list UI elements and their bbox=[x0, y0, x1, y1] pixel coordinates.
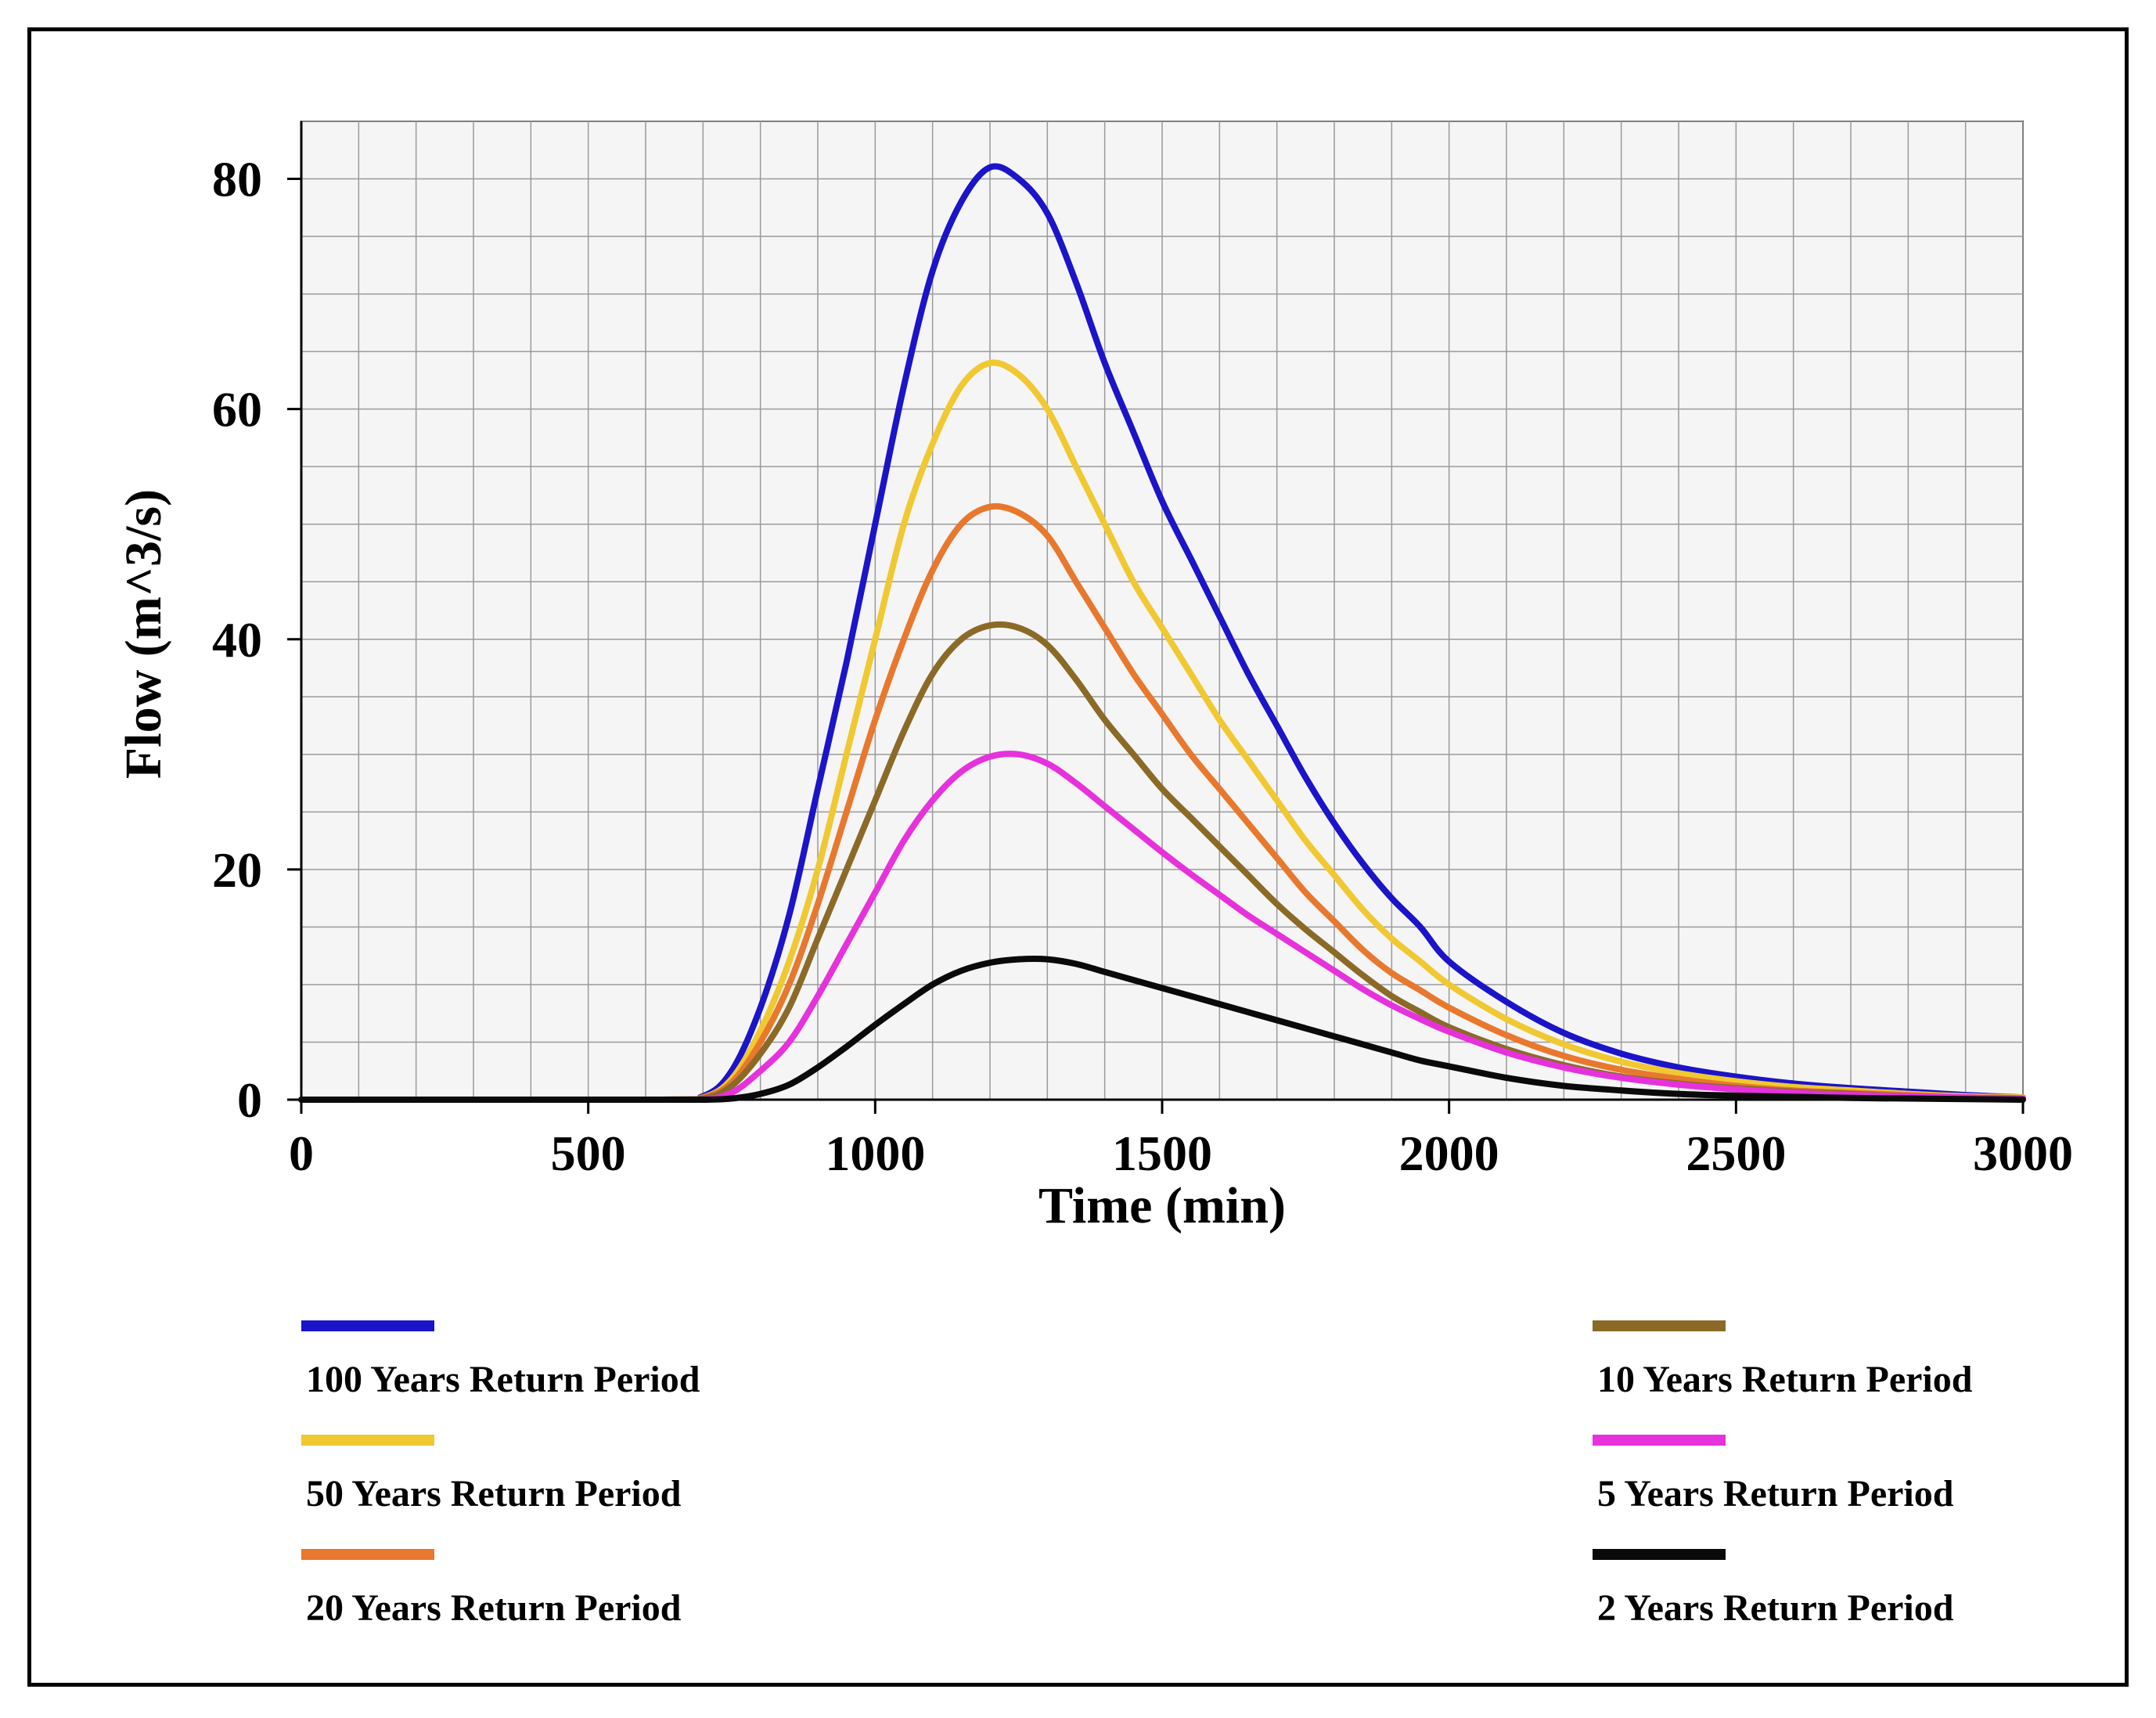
legend-label-5-years: 5 Years Return Period bbox=[1597, 1473, 1954, 1515]
flow-hydrograph-chart: 0 500 1000 1500 2000 2500 3000 0 20 40 60 80 Time … bbox=[115, 121, 2073, 1234]
series-line-0 bbox=[298, 163, 2026, 1104]
y-tick-label: 80 bbox=[212, 152, 262, 207]
legend-label-100-years: 100 Years Return Period bbox=[306, 1359, 700, 1400]
y-tick-label: 60 bbox=[212, 382, 262, 438]
x-tick-label: 1500 bbox=[1112, 1126, 1212, 1181]
series-line-1 bbox=[298, 359, 2026, 1104]
legend-item-20-years: 20 Years Return Period bbox=[301, 1549, 849, 1643]
x-axis-title: Time (min) bbox=[1038, 1177, 1286, 1234]
series-line-4 bbox=[298, 751, 2026, 1104]
x-tick-label: 0 bbox=[289, 1126, 314, 1181]
legend-item-2-years: 2 Years Return Period bbox=[1593, 1549, 2140, 1643]
legend-label-20-years: 20 Years Return Period bbox=[306, 1587, 682, 1629]
y-axis-ticks: 0 20 40 60 80 bbox=[212, 152, 301, 1128]
series-lines bbox=[298, 163, 2026, 1104]
legend-label-10-years: 10 Years Return Period bbox=[1597, 1359, 1973, 1400]
x-tick-label: 1000 bbox=[825, 1126, 925, 1181]
y-tick-label: 0 bbox=[237, 1072, 262, 1128]
legend-label-2-years: 2 Years Return Period bbox=[1597, 1587, 1954, 1629]
y-tick-label: 20 bbox=[212, 842, 262, 898]
series-line-2 bbox=[298, 502, 2026, 1104]
legend-swatch-100-years bbox=[301, 1320, 434, 1331]
legend-swatch-50-years bbox=[301, 1435, 434, 1446]
x-tick-label: 2500 bbox=[1686, 1126, 1786, 1181]
figure-frame: 0 500 1000 1500 2000 2500 3000 0 20 40 60 80 Time … bbox=[27, 27, 2129, 1687]
y-tick-label: 40 bbox=[212, 612, 262, 668]
legend-swatch-20-years bbox=[301, 1549, 434, 1560]
x-tick-label: 3000 bbox=[1973, 1126, 2073, 1181]
legend-swatch-5-years bbox=[1593, 1435, 1726, 1446]
x-tick-label: 500 bbox=[551, 1126, 626, 1181]
x-tick-label: 2000 bbox=[1399, 1126, 1499, 1181]
legend-swatch-10-years bbox=[1593, 1320, 1726, 1331]
y-axis-title: Flow (m^3/s) bbox=[115, 489, 172, 779]
legend-item-100-years: 100 Years Return Period bbox=[301, 1320, 849, 1414]
legend-swatch-2-years bbox=[1593, 1549, 1726, 1560]
legend-label-50-years: 50 Years Return Period bbox=[306, 1473, 682, 1515]
legend-item-50-years: 50 Years Return Period bbox=[301, 1435, 849, 1529]
series-line-5 bbox=[298, 955, 2026, 1104]
legend-item-10-years: 10 Years Return Period bbox=[1593, 1320, 2140, 1414]
legend-item-5-years: 5 Years Return Period bbox=[1593, 1435, 2140, 1529]
x-axis-ticks: 0 500 1000 1500 2000 2500 3000 bbox=[289, 1100, 2073, 1181]
